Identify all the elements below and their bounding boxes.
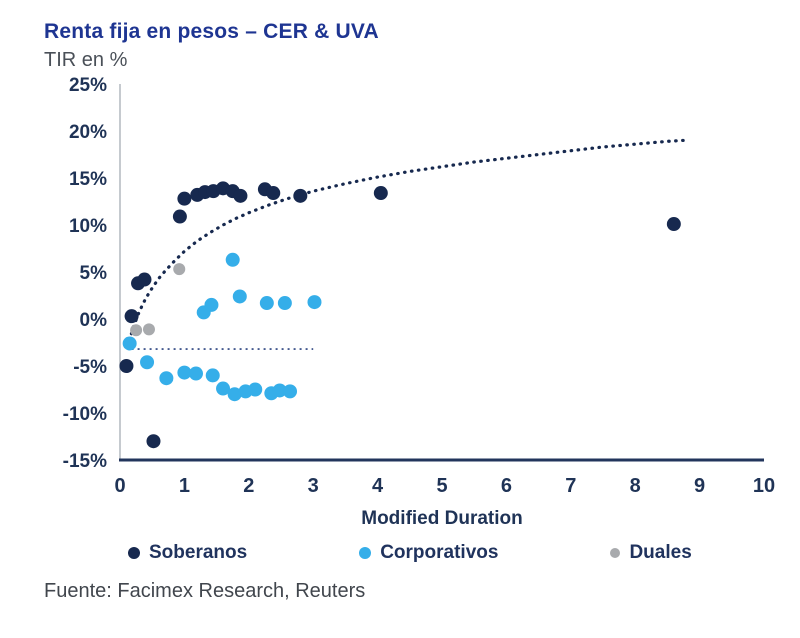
legend-label-soberanos: Soberanos — [149, 542, 248, 563]
soberanos-point — [293, 188, 308, 203]
duales-dot-icon — [610, 548, 621, 558]
corporativos-point — [177, 365, 192, 380]
tick-label: 5% — [80, 263, 108, 284]
tick-label: -15% — [63, 451, 107, 472]
tick-label: 1 — [179, 475, 190, 497]
tick-label: -5% — [73, 357, 107, 378]
corporativos-point — [272, 383, 287, 398]
corporativos-point — [204, 297, 219, 312]
tick-label: 2 — [243, 475, 254, 497]
chart-title: Renta fija en pesos – CER & UVA — [44, 20, 379, 43]
corporativos-point — [277, 296, 292, 311]
tick-label: 8 — [630, 475, 641, 497]
corporativos-point — [216, 381, 231, 396]
legend-item-corporativos: Corporativos — [359, 542, 498, 564]
legend-label-corporativos: Corporativos — [380, 542, 499, 563]
soberanos-point — [137, 272, 152, 287]
soberanos-point — [177, 191, 192, 206]
tick-label: 0% — [80, 310, 108, 331]
duales-point — [130, 324, 143, 337]
corporativos-point — [188, 366, 203, 381]
soberanos-point — [146, 434, 161, 449]
corporativos-point — [140, 355, 155, 370]
corporativos-point — [248, 382, 263, 397]
corporativos-point — [232, 289, 247, 304]
corporativos-point — [307, 295, 322, 310]
soberanos-point — [666, 217, 681, 232]
corporativos-point — [283, 384, 298, 399]
tick-label: 5 — [436, 475, 447, 497]
soberanos-dot-icon — [128, 547, 140, 559]
scatter-chart: 25% 20% 15% 10% 5% 0% -5% -10% -15% 0 1 2 3 4 5 6 7 8 9 10 M… — [63, 75, 775, 529]
tick-label: 9 — [694, 475, 705, 497]
duales-point — [173, 263, 186, 276]
tick-label: 7 — [565, 475, 576, 497]
trendline — [126, 138, 686, 349]
soberanos-point — [373, 186, 388, 201]
chart-legend: Soberanos Corporativos Duales — [0, 542, 800, 564]
soberanos-point — [233, 188, 248, 203]
tick-label: -10% — [63, 404, 107, 425]
corporativos-point — [205, 368, 220, 383]
duales-point — [142, 323, 155, 336]
soberanos-point — [119, 359, 134, 373]
legend-item-duales: Duales — [610, 542, 692, 564]
legend-label-duales: Duales — [629, 542, 692, 563]
corporativos-point — [122, 336, 137, 351]
corporativos-dot-icon — [359, 547, 372, 559]
x-axis-title: Modified Duration — [361, 508, 522, 529]
corporativos-point — [227, 387, 242, 402]
corporativos-point — [159, 371, 174, 386]
legend-item-soberanos: Soberanos — [128, 542, 247, 564]
chart-header: Renta fija en pesos – CER & UVA TIR en % — [0, 0, 800, 72]
soberanos-point — [172, 209, 187, 224]
tick-label: 3 — [308, 475, 319, 497]
source-note: Fuente: Facimex Research, Reuters — [44, 580, 366, 602]
soberanos-point — [266, 186, 281, 201]
tick-label: 20% — [69, 122, 107, 143]
tick-label: 4 — [372, 475, 384, 497]
tick-label: 25% — [69, 75, 107, 96]
tick-label: 10 — [753, 475, 775, 497]
tick-label: 15% — [69, 169, 107, 190]
soberanos-point — [124, 309, 139, 324]
tick-label: 6 — [501, 475, 512, 497]
chart-subtitle: TIR en % — [44, 49, 128, 71]
corporativos-point — [259, 296, 274, 311]
tick-label: 10% — [69, 216, 107, 237]
corporativos-point — [225, 252, 240, 267]
tick-label: 0 — [114, 475, 125, 497]
